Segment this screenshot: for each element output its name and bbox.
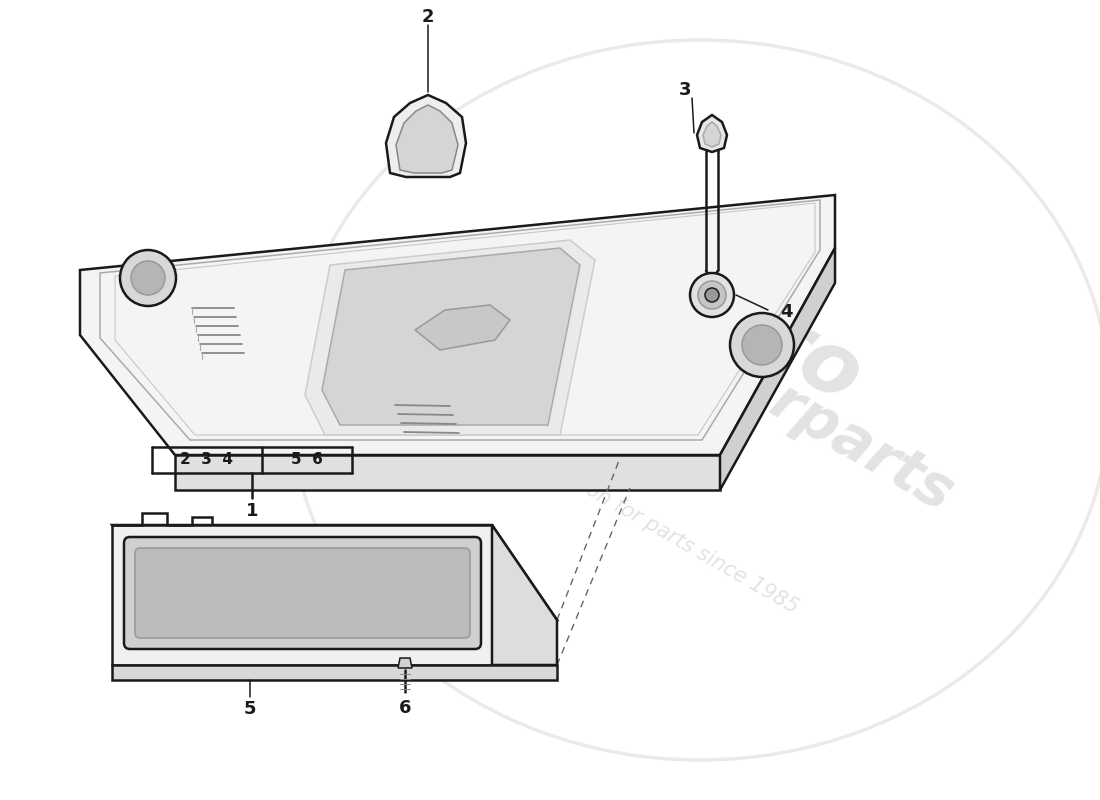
Polygon shape bbox=[80, 195, 835, 455]
FancyBboxPatch shape bbox=[124, 537, 481, 649]
Polygon shape bbox=[322, 248, 580, 425]
Text: 1: 1 bbox=[245, 502, 258, 520]
Polygon shape bbox=[415, 305, 510, 350]
Text: 2  3  4: 2 3 4 bbox=[180, 453, 233, 467]
Polygon shape bbox=[112, 525, 557, 620]
Polygon shape bbox=[112, 525, 492, 665]
Polygon shape bbox=[720, 248, 835, 490]
Text: 5  6: 5 6 bbox=[292, 453, 323, 467]
Text: 5: 5 bbox=[244, 700, 256, 718]
Text: 2: 2 bbox=[421, 8, 434, 26]
Polygon shape bbox=[386, 95, 466, 177]
Text: 4: 4 bbox=[780, 303, 792, 321]
Polygon shape bbox=[703, 122, 720, 147]
Circle shape bbox=[120, 250, 176, 306]
Polygon shape bbox=[175, 455, 720, 490]
Polygon shape bbox=[492, 525, 557, 665]
Circle shape bbox=[698, 281, 726, 309]
Polygon shape bbox=[305, 240, 595, 435]
Circle shape bbox=[131, 261, 165, 295]
Text: euro: euro bbox=[644, 238, 877, 422]
Text: carparts: carparts bbox=[696, 337, 964, 523]
Circle shape bbox=[742, 325, 782, 365]
Polygon shape bbox=[398, 658, 412, 668]
Text: a passion for parts since 1985: a passion for parts since 1985 bbox=[518, 442, 802, 618]
Circle shape bbox=[705, 288, 719, 302]
Polygon shape bbox=[697, 115, 727, 152]
Text: 3: 3 bbox=[679, 81, 691, 99]
Polygon shape bbox=[396, 105, 458, 173]
FancyBboxPatch shape bbox=[135, 548, 470, 638]
Circle shape bbox=[690, 273, 734, 317]
Text: 6: 6 bbox=[398, 699, 411, 717]
Circle shape bbox=[730, 313, 794, 377]
Polygon shape bbox=[112, 665, 557, 680]
